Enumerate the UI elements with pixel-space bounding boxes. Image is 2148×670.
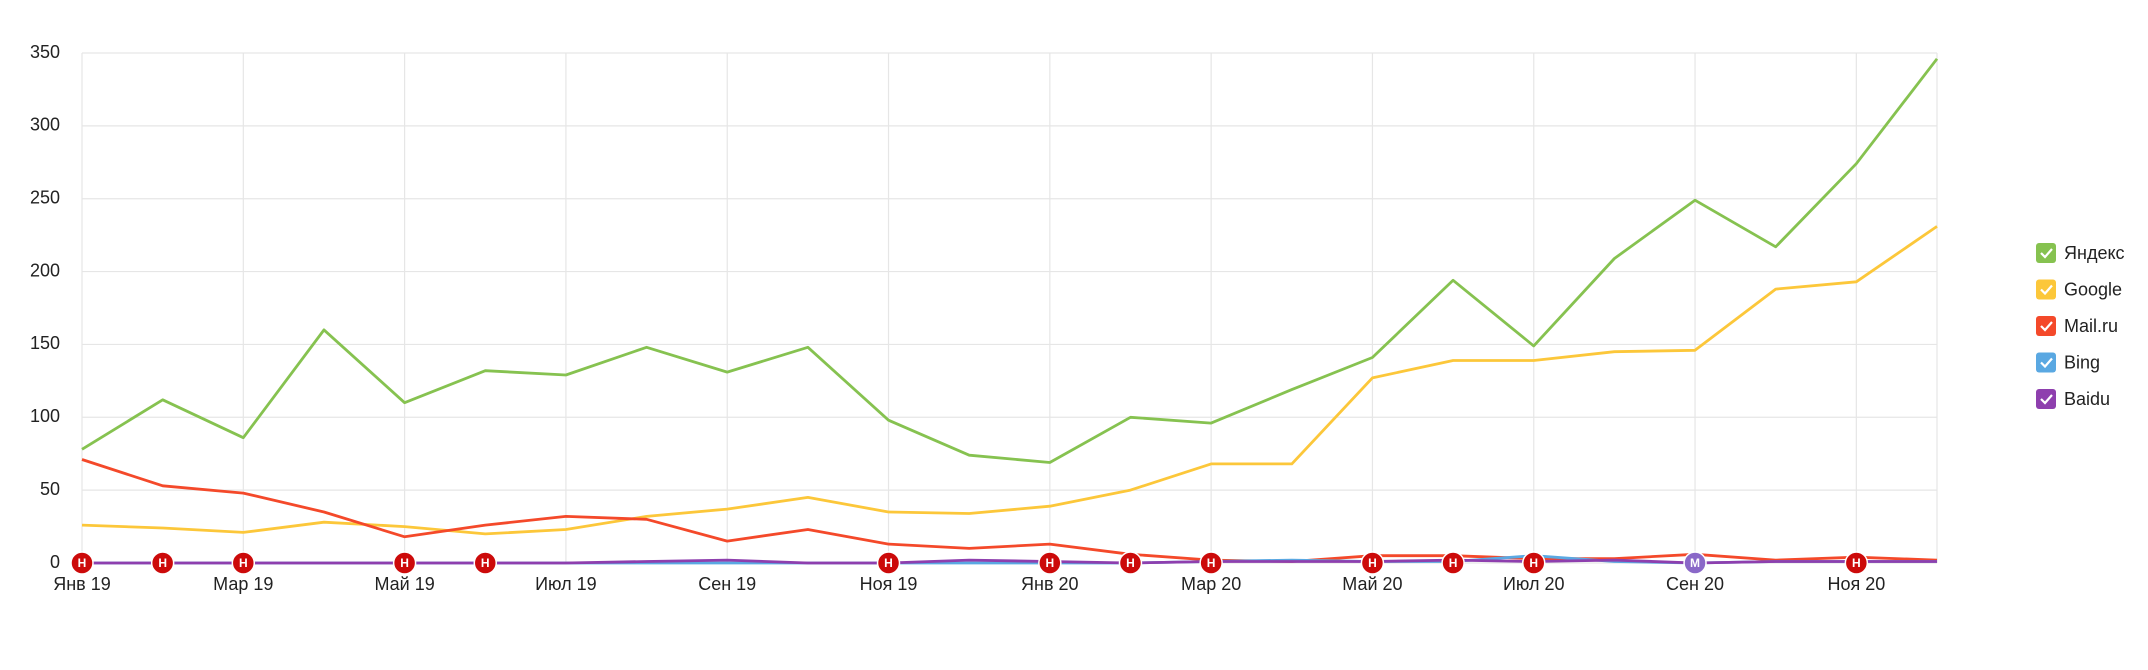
x-tick-label: Мар 20 bbox=[1181, 574, 1241, 594]
event-marker: М bbox=[1683, 551, 1707, 575]
y-tick-label: 350 bbox=[30, 42, 60, 62]
event-marker-label: Н bbox=[884, 556, 893, 570]
y-tick-label: 250 bbox=[30, 187, 60, 207]
event-marker: Н bbox=[150, 551, 175, 575]
event-marker-badge bbox=[1199, 551, 1223, 575]
event-marker: Н bbox=[392, 551, 417, 575]
event-marker-label: Н bbox=[1449, 556, 1458, 570]
event-marker-label: М bbox=[1690, 556, 1700, 570]
x-tick-label: Июл 19 bbox=[535, 574, 597, 594]
legend-item[interactable]: Baidu bbox=[2036, 389, 2110, 409]
legend-check bbox=[2040, 394, 2053, 405]
event-marker-label: Н bbox=[1126, 556, 1135, 570]
legend-item[interactable]: Mail.ru bbox=[2036, 316, 2118, 336]
event-marker-label: Н bbox=[78, 556, 87, 570]
series-line bbox=[81, 225, 1938, 536]
y-tick-label: 100 bbox=[30, 406, 60, 426]
y-tick-label: 50 bbox=[40, 479, 60, 499]
x-tick-label: Сен 20 bbox=[1666, 574, 1724, 594]
event-marker: Н bbox=[1118, 551, 1143, 575]
event-marker-badge bbox=[1521, 551, 1546, 575]
event-marker-badge bbox=[392, 551, 417, 575]
event-marker: Н bbox=[1199, 551, 1223, 575]
x-tick-label: Май 19 bbox=[374, 574, 434, 594]
event-marker-label: Н bbox=[1529, 556, 1538, 570]
x-tick-label: Ноя 20 bbox=[1827, 574, 1885, 594]
legend-label[interactable]: Bing bbox=[2064, 352, 2100, 372]
legend-check bbox=[2040, 321, 2053, 332]
event-marker-badge bbox=[150, 551, 175, 575]
event-marker-label: Н bbox=[158, 556, 167, 570]
event-marker: Н bbox=[876, 551, 901, 575]
legend-label[interactable]: Яндекс bbox=[2064, 243, 2125, 263]
x-tick-label: Май 20 bbox=[1342, 574, 1402, 594]
legend-item[interactable]: Bing bbox=[2036, 352, 2100, 373]
event-marker-label: Н bbox=[239, 556, 248, 570]
legend-check bbox=[2040, 248, 2053, 259]
event-marker-badge bbox=[1118, 551, 1143, 575]
event-marker-badge bbox=[1360, 551, 1385, 575]
y-tick-label: 0 bbox=[50, 552, 60, 572]
x-tick-label: Июл 20 bbox=[1503, 574, 1565, 594]
event-marker: Н bbox=[1441, 551, 1465, 575]
legend-item[interactable]: Google bbox=[2036, 279, 2122, 300]
event-marker-badge bbox=[231, 551, 256, 575]
x-tick-label: Янв 19 bbox=[53, 574, 111, 594]
legend-checkbox[interactable] bbox=[2036, 389, 2056, 409]
event-marker-badge bbox=[1683, 551, 1707, 575]
legend-label[interactable]: Google bbox=[2064, 279, 2122, 299]
x-tick-label: Мар 19 bbox=[213, 574, 273, 594]
legend-checkbox[interactable] bbox=[2036, 243, 2056, 263]
event-marker-label: Н bbox=[1368, 556, 1377, 570]
x-tick-label: Ноя 19 bbox=[860, 574, 918, 594]
y-tick-label: 300 bbox=[30, 115, 60, 135]
event-marker-badge bbox=[473, 551, 498, 575]
series-line bbox=[81, 57, 1939, 464]
event-marker: Н bbox=[1521, 551, 1546, 575]
legend-check bbox=[2040, 357, 2053, 369]
event-marker: Н bbox=[70, 551, 94, 575]
legend-checkbox[interactable] bbox=[2036, 316, 2056, 336]
legend-checkbox[interactable] bbox=[2036, 352, 2056, 373]
event-marker-badge bbox=[1441, 551, 1465, 575]
legend-checkbox[interactable] bbox=[2036, 279, 2056, 300]
event-marker-label: Н bbox=[400, 556, 409, 570]
event-marker: Н bbox=[1844, 551, 1869, 575]
event-marker-badge bbox=[1038, 551, 1062, 575]
legend-label[interactable]: Baidu bbox=[2064, 389, 2110, 409]
event-marker: Н bbox=[231, 551, 256, 575]
event-marker: Н bbox=[1360, 551, 1385, 575]
x-tick-label: Янв 20 bbox=[1021, 574, 1079, 594]
event-marker-label: Н bbox=[481, 556, 490, 570]
event-marker: Н bbox=[473, 551, 498, 575]
legend-label[interactable]: Mail.ru bbox=[2064, 316, 2118, 336]
legend-check bbox=[2040, 284, 2053, 296]
event-marker: Н bbox=[1038, 551, 1062, 575]
x-tick-label: Сен 19 bbox=[698, 574, 756, 594]
series-line bbox=[81, 458, 1938, 563]
y-tick-label: 200 bbox=[30, 260, 60, 280]
y-tick-label: 150 bbox=[30, 333, 60, 353]
event-marker-label: Н bbox=[1045, 556, 1054, 570]
event-marker-badge bbox=[1844, 551, 1869, 575]
event-marker-badge bbox=[876, 551, 901, 575]
event-marker-label: Н bbox=[1207, 556, 1216, 570]
series-line bbox=[82, 558, 1937, 565]
event-marker-label: Н bbox=[1852, 556, 1861, 570]
event-marker-badge bbox=[70, 551, 94, 575]
legend-item[interactable]: Яндекс bbox=[2036, 243, 2125, 263]
